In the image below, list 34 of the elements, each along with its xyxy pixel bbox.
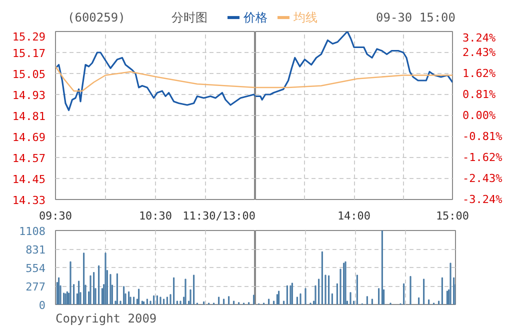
- y-tick-label: 554: [26, 262, 46, 275]
- text: 3.24%: [462, 32, 496, 44]
- y-tick-label: 14.45: [12, 173, 46, 186]
- y-tick-label: 15.29: [12, 30, 46, 44]
- chart-title: (600259): [68, 10, 126, 25]
- y-tick-label: 277: [26, 280, 46, 294]
- text: -3.24%: [462, 193, 502, 206]
- legend-label: 均线: [292, 10, 318, 25]
- x-tick-label: 15:00: [436, 210, 470, 222]
- text: -2.43%: [462, 172, 502, 185]
- y-tick-label: 14.57: [12, 152, 46, 165]
- text: 1.62%: [462, 67, 496, 80]
- y-tick-label: 14.93: [12, 89, 46, 102]
- text: -0.81%: [462, 130, 502, 143]
- y-tick-label: 15.05: [12, 68, 46, 81]
- y-tick-label: 15.17: [12, 47, 46, 60]
- text: Copyright 2009: [56, 312, 157, 326]
- x-tick-label: 14:00: [337, 210, 371, 222]
- text: 0.81%: [462, 88, 496, 101]
- y-tick-label: 831: [26, 244, 46, 256]
- legend-label: 价格: [242, 10, 268, 25]
- y-tick-label: 14.33: [12, 194, 46, 207]
- x-tick-label: 11:30/13:00: [182, 210, 256, 222]
- x-tick-label: 10:30: [138, 210, 172, 222]
- x-tick-label: 09:30: [38, 210, 72, 222]
- y-tick-label: 1108: [19, 225, 46, 238]
- text: -1.62%: [462, 151, 502, 164]
- text: 09-30 15:00: [376, 10, 456, 25]
- y-tick-label: 14.69: [12, 131, 46, 144]
- chart-subtitle: 分时图: [172, 10, 208, 25]
- text: 2.43%: [462, 46, 496, 59]
- text: 0.00%: [462, 109, 496, 122]
- y-tick-label: 14.81: [12, 110, 46, 123]
- y-tick-label: 0: [38, 299, 46, 312]
